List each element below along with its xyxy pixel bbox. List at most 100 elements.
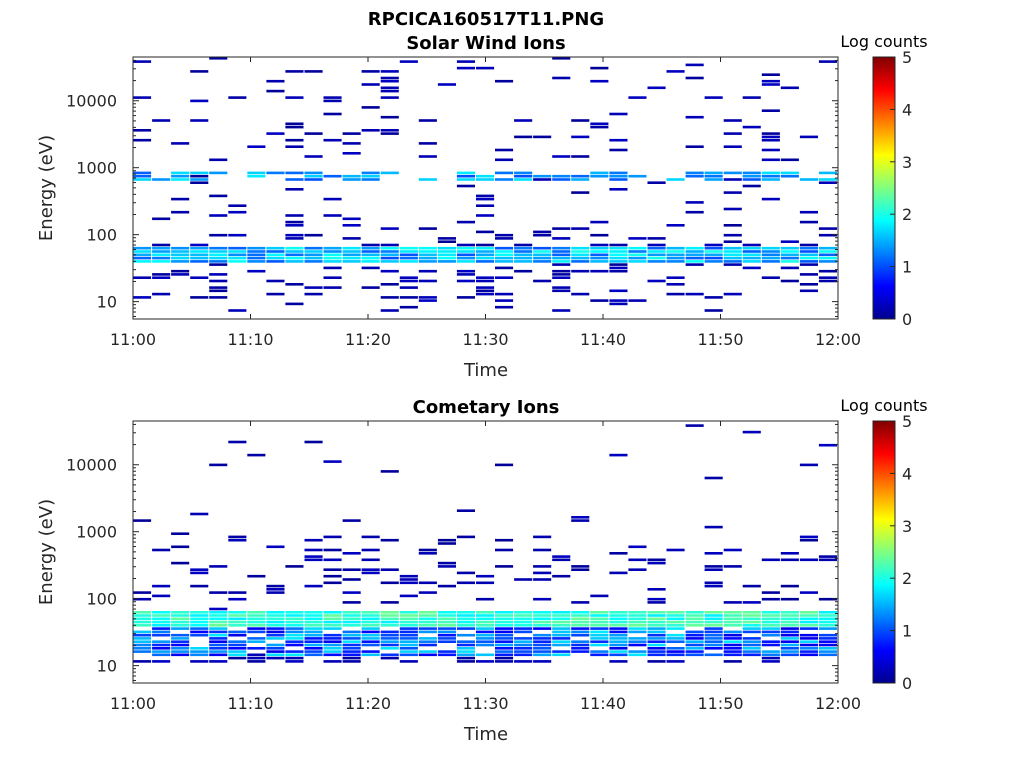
- heatmap-cell: [342, 250, 361, 253]
- heatmap-cell: [418, 250, 437, 253]
- heatmap-cell: [552, 637, 571, 640]
- heatmap-cell: [552, 237, 571, 240]
- heatmap-cell: [285, 630, 304, 634]
- heatmap-cell: [704, 643, 723, 647]
- heatmap-cell: [609, 647, 628, 650]
- heatmap-cell: [571, 601, 590, 604]
- heatmap-cell: [495, 627, 514, 630]
- heatmap-cell: [152, 617, 171, 621]
- heatmap-cell: [495, 637, 514, 640]
- heatmap-cell: [552, 253, 571, 257]
- heatmap-cell: [552, 630, 571, 634]
- heatmap-cell: [247, 256, 266, 260]
- heatmap-cell: [209, 286, 228, 289]
- heatmap-cell: [171, 256, 190, 260]
- heatmap-cell: [266, 611, 285, 614]
- heatmap-cell: [190, 276, 209, 279]
- heatmap-cell: [818, 250, 837, 253]
- heatmap-cell: [209, 214, 228, 217]
- heatmap-cell: [152, 627, 171, 630]
- heatmap-cell: [742, 125, 761, 129]
- heatmap-cell: [209, 253, 228, 257]
- heatmap-cell: [361, 611, 380, 614]
- heatmap-cell: [704, 243, 723, 247]
- heatmap-cell: [152, 660, 171, 663]
- heatmap-cell: [609, 653, 628, 657]
- heatmap-cell: [323, 112, 342, 116]
- heatmap-cell: [152, 647, 171, 650]
- heatmap-cell: [228, 204, 247, 207]
- heatmap-cell: [761, 660, 780, 663]
- heatmap-cell: [380, 129, 399, 132]
- heatmap-cell: [323, 253, 342, 257]
- heatmap-cell: [704, 260, 723, 263]
- heatmap-cell: [476, 617, 495, 621]
- heatmap-cell: [552, 178, 571, 181]
- heatmap-cell: [456, 571, 475, 575]
- heatmap-cell: [704, 633, 723, 637]
- heatmap-cell: [666, 283, 685, 286]
- heatmap-cell: [533, 253, 552, 257]
- heatmap-cell: [552, 227, 571, 230]
- heatmap-cell: [609, 171, 628, 175]
- heatmap-cell: [380, 637, 399, 640]
- heatmap-cell: [723, 647, 742, 650]
- heatmap-cell: [399, 250, 418, 253]
- colorbar-tick-label: 4: [902, 464, 912, 483]
- heatmap-cell: [571, 647, 590, 650]
- heatmap-cell: [571, 269, 590, 273]
- heatmap-cell: [171, 269, 190, 273]
- heatmap-cell: [323, 535, 342, 539]
- heatmap-cell: [818, 443, 837, 447]
- heatmap-cell: [418, 611, 437, 614]
- heatmap-cell: [571, 227, 590, 230]
- heatmap-cell: [437, 617, 456, 621]
- heatmap-cell: [704, 253, 723, 257]
- heatmap-cell: [342, 224, 361, 227]
- heatmap-cell: [209, 607, 228, 611]
- heatmap-cell: [209, 260, 228, 263]
- heatmap-cell: [799, 637, 818, 640]
- heatmap-cell: [799, 243, 818, 247]
- heatmap-cell: [647, 256, 666, 260]
- heatmap-cell: [552, 260, 571, 263]
- heatmap-cell: [628, 545, 647, 549]
- heatmap-cell: [723, 653, 742, 657]
- heatmap-cell: [380, 96, 399, 99]
- heatmap-cell: [533, 250, 552, 253]
- heatmap-cell: [666, 647, 685, 650]
- heatmap-cell: [628, 256, 647, 260]
- heatmap-cell: [666, 611, 685, 614]
- heatmap-cell: [190, 253, 209, 257]
- x-tick-label: 11:00: [110, 330, 156, 349]
- heatmap-cell: [456, 624, 475, 627]
- heatmap-cell: [152, 256, 171, 260]
- heatmap-cell: [514, 243, 533, 247]
- heatmap-cell: [761, 650, 780, 653]
- heatmap-cell: [228, 309, 247, 312]
- heatmap-cell: [799, 620, 818, 624]
- heatmap-cell: [571, 640, 590, 643]
- heatmap-cell: [666, 620, 685, 624]
- heatmap-cell: [304, 260, 323, 263]
- heatmap-cell: [685, 253, 704, 257]
- heatmap-cell: [723, 548, 742, 552]
- heatmap-cell: [514, 614, 533, 617]
- heatmap-cell: [609, 620, 628, 624]
- heatmap-cell: [152, 250, 171, 253]
- heatmap-cell: [133, 174, 152, 178]
- heatmap-cell: [533, 279, 552, 283]
- heatmap-cell: [818, 611, 837, 614]
- heatmap-cell: [761, 624, 780, 627]
- heatmap-cell: [780, 627, 799, 630]
- heatmap-cell: [171, 253, 190, 257]
- heatmap-cell: [323, 633, 342, 637]
- heatmap-cell: [437, 637, 456, 640]
- heatmap-cell: [818, 614, 837, 617]
- heatmap-cell: [437, 620, 456, 624]
- heatmap-cell: [380, 538, 399, 542]
- heatmap-cell: [704, 96, 723, 99]
- heatmap-cell: [590, 250, 609, 253]
- heatmap-cell: [361, 260, 380, 263]
- heatmap-cell: [799, 558, 818, 562]
